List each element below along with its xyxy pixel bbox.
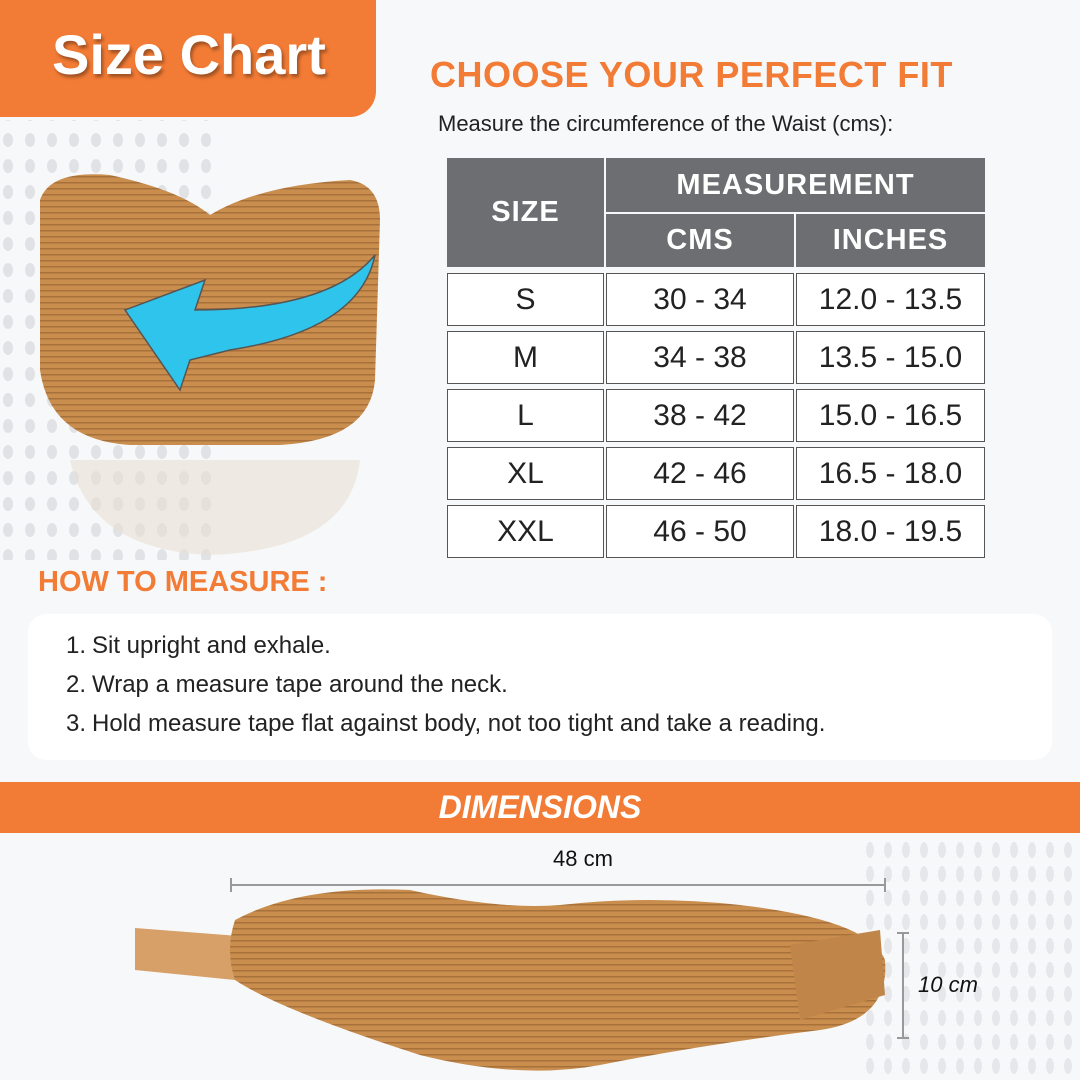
table-cell-size: XL	[447, 447, 604, 500]
step-number: 1.	[66, 632, 87, 659]
arrow-icon	[123, 254, 376, 392]
neck-collar-image	[40, 174, 380, 555]
flat-collar-image	[135, 878, 909, 1071]
table-cell-cms: 38 - 42	[606, 389, 794, 442]
table-cell-inches: 12.0 - 13.5	[796, 273, 985, 326]
step-text: Wrap a measure tape around the neck.	[92, 671, 508, 698]
width-label: 48 cm	[553, 846, 613, 871]
steps-list: 1. Sit upright and exhale. 2. Wrap a measu…	[28, 614, 1052, 760]
step-item: 1. Sit upright and exhale.	[66, 626, 1052, 665]
cms-header: CMS	[606, 214, 794, 267]
title-banner: Size Chart	[0, 0, 376, 117]
step-number: 2.	[66, 671, 87, 698]
step-number: 3.	[66, 710, 87, 737]
table-cell-cms: 34 - 38	[606, 331, 794, 384]
step-item: 2. Wrap a measure tape around the neck.	[66, 665, 1052, 704]
how-to-measure-title: HOW TO MEASURE :	[38, 566, 328, 598]
table-cell-size: L	[447, 389, 604, 442]
inches-header: INCHES	[796, 214, 985, 267]
width-dimension-line	[230, 878, 886, 892]
dimensions-title: DIMENSIONS	[438, 789, 642, 825]
section-heading: CHOOSE YOUR PERFECT FIT	[430, 54, 953, 95]
height-label: 10 cm	[918, 972, 978, 997]
table-cell-inches: 13.5 - 15.0	[796, 331, 985, 384]
table-cell-inches: 15.0 - 16.5	[796, 389, 985, 442]
table-cell-cms: 30 - 34	[606, 273, 794, 326]
step-text: Hold measure tape flat against body, not…	[92, 710, 826, 737]
step-item: 3. Hold measure tape flat against body, n…	[66, 704, 1052, 743]
height-dimension-line	[897, 932, 909, 1039]
dimensions-banner: DIMENSIONS	[0, 782, 1080, 833]
measure-instruction: Measure the circumference of the Waist (…	[438, 111, 894, 136]
table-cell-inches: 16.5 - 18.0	[796, 447, 985, 500]
measurement-header: MEASUREMENT	[606, 158, 985, 212]
table-cell-cms: 42 - 46	[606, 447, 794, 500]
table-cell-size: XXL	[447, 505, 604, 558]
step-text: Sit upright and exhale.	[92, 632, 331, 659]
table-cell-inches: 18.0 - 19.5	[796, 505, 985, 558]
table-cell-size: S	[447, 273, 604, 326]
table-cell-size: M	[447, 331, 604, 384]
table-cell-cms: 46 - 50	[606, 505, 794, 558]
page-title: Size Chart	[52, 23, 326, 86]
size-header: SIZE	[447, 158, 604, 267]
